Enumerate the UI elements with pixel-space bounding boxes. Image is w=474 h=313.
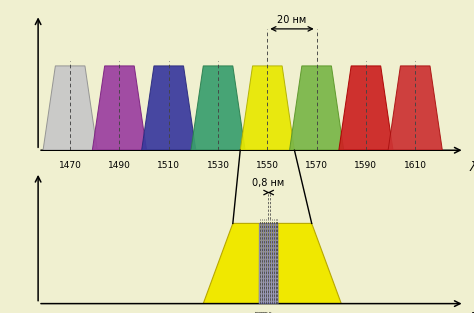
Polygon shape	[388, 66, 442, 150]
Text: λ: λ	[469, 312, 474, 313]
Polygon shape	[263, 223, 264, 304]
Text: 1590: 1590	[355, 161, 377, 170]
Polygon shape	[273, 223, 274, 304]
Polygon shape	[271, 223, 272, 304]
Text: 1547,72: 1547,72	[254, 310, 275, 313]
Text: 1530: 1530	[207, 161, 229, 170]
Text: λ: λ	[469, 161, 474, 173]
Text: 1549,32: 1549,32	[250, 310, 272, 313]
Polygon shape	[339, 66, 393, 150]
Text: 1550,92: 1550,92	[246, 310, 268, 313]
Text: 1551,72: 1551,72	[244, 310, 265, 313]
Polygon shape	[267, 223, 268, 304]
Polygon shape	[142, 66, 196, 150]
Polygon shape	[240, 66, 294, 150]
Polygon shape	[277, 223, 278, 304]
Text: 1548,51: 1548,51	[252, 310, 273, 313]
Text: 1550: 1550	[256, 161, 279, 170]
Text: 0,8 нм: 0,8 нм	[253, 178, 285, 188]
Text: 1490: 1490	[108, 161, 131, 170]
Text: 1470: 1470	[59, 161, 82, 170]
Text: 1550,12: 1550,12	[248, 310, 270, 313]
Text: 1570: 1570	[305, 161, 328, 170]
Polygon shape	[269, 223, 270, 304]
Polygon shape	[275, 223, 276, 304]
Polygon shape	[203, 223, 341, 304]
Polygon shape	[191, 66, 245, 150]
Text: 1510: 1510	[157, 161, 180, 170]
Text: 1610: 1610	[404, 161, 427, 170]
Polygon shape	[261, 223, 263, 304]
Polygon shape	[259, 223, 260, 304]
Text: 20 нм: 20 нм	[277, 15, 307, 25]
Text: 1552,52: 1552,52	[242, 310, 264, 313]
Text: 1553,33: 1553,33	[240, 310, 262, 313]
Polygon shape	[43, 66, 97, 150]
Polygon shape	[290, 66, 344, 150]
Polygon shape	[265, 223, 266, 304]
Polygon shape	[92, 66, 146, 150]
